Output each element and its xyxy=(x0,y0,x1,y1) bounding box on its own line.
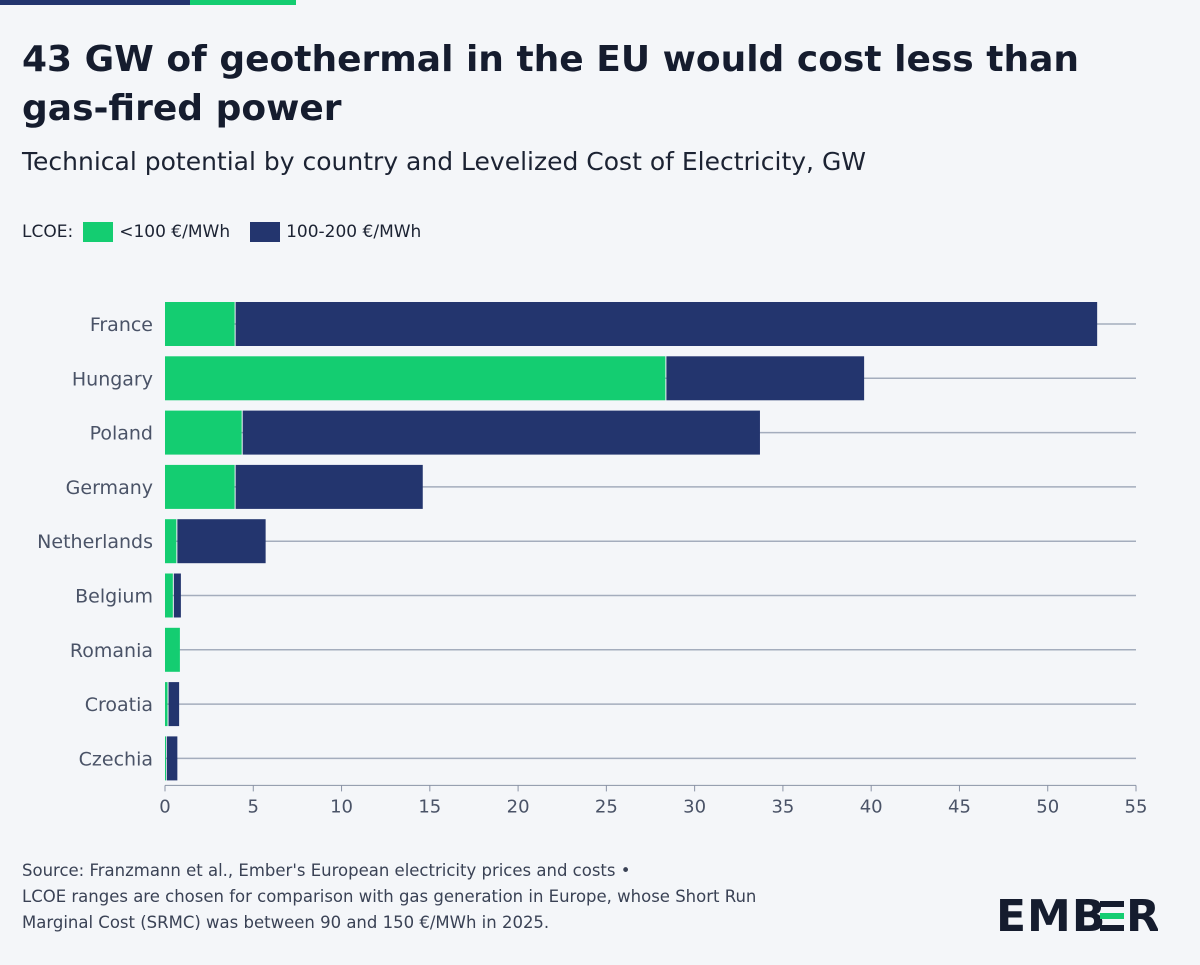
legend-swatch-low-cost xyxy=(83,222,114,242)
bar-segment-low-cost xyxy=(165,410,242,455)
footer-note-line2: Marginal Cost (SRMC) was between 90 and … xyxy=(22,913,550,932)
category-label: France xyxy=(90,314,153,336)
bar-segment-low-cost xyxy=(165,302,235,346)
category-label: Belgium xyxy=(75,586,153,608)
x-tick-label: 25 xyxy=(595,796,618,817)
svg-text:R: R xyxy=(1126,893,1158,937)
category-label: Croatia xyxy=(85,694,153,716)
bar-segment-low-cost xyxy=(165,627,180,672)
bar-segment-mid-cost xyxy=(168,682,180,727)
footer-source: Source: Franzmann et al., Ember's Europe… xyxy=(22,861,631,880)
ember-logo-mark: EMB R xyxy=(996,891,1160,942)
x-tick-label: 30 xyxy=(683,796,706,817)
legend-item-mid-cost: 100-200 €/MWh xyxy=(250,222,421,242)
legend-swatch-mid-cost xyxy=(250,222,281,242)
bar-segment-mid-cost xyxy=(177,519,266,564)
bar-segment-mid-cost xyxy=(166,736,178,781)
legend: LCOE: <100 €/MWh 100-200 €/MWh xyxy=(22,222,441,242)
footer-note-line1: LCOE ranges are chosen for comparison wi… xyxy=(22,887,757,906)
x-tick-label: 35 xyxy=(771,796,794,817)
x-tick-label: 55 xyxy=(1125,796,1148,817)
category-label: Germany xyxy=(66,477,153,499)
x-tick-label: 45 xyxy=(948,796,971,817)
bar-segment-mid-cost xyxy=(242,410,760,455)
bar-segment-low-cost xyxy=(165,519,177,564)
category-label: Hungary xyxy=(72,368,153,390)
x-tick-label: 50 xyxy=(1036,796,1059,817)
x-tick-label: 0 xyxy=(159,796,170,817)
x-tick-label: 10 xyxy=(330,796,353,817)
bar-segment-mid-cost xyxy=(235,302,1098,346)
bar-segment-low-cost xyxy=(165,736,166,781)
ember-logo: EMB R xyxy=(996,891,1160,947)
category-label: Poland xyxy=(90,423,153,445)
category-label: Czechia xyxy=(79,748,153,770)
bar-chart: France Hungary Poland Germany Netherlands Bel… xyxy=(37,302,1148,817)
top-accent-bar-dark xyxy=(0,0,190,5)
x-tick-label: 15 xyxy=(418,796,441,817)
svg-text:EMB: EMB xyxy=(996,893,1106,937)
bar-segment-low-cost xyxy=(165,464,235,509)
bar-segment-mid-cost xyxy=(666,356,865,401)
legend-label-mid-cost: 100-200 €/MWh xyxy=(286,222,422,242)
bar-segment-mid-cost xyxy=(173,573,181,618)
legend-item-low-cost: <100 €/MWh xyxy=(83,222,230,242)
category-label: Romania xyxy=(70,640,153,662)
chart-title: 43 GW of geothermal in the EU would cost… xyxy=(22,39,1080,129)
bar-segment-mid-cost xyxy=(235,464,423,509)
bar-segment-low-cost xyxy=(165,356,666,401)
x-tick-label: 40 xyxy=(860,796,883,817)
x-tick-label: 5 xyxy=(248,796,259,817)
bar-segment-low-cost xyxy=(165,573,173,618)
legend-label-low-cost: <100 €/MWh xyxy=(119,222,231,242)
x-tick-label: 20 xyxy=(507,796,530,817)
bar-segment-low-cost xyxy=(165,682,168,727)
top-accent-bar-green xyxy=(190,0,296,5)
chart-footer: Source: Franzmann et al., Ember's Europe… xyxy=(22,858,922,936)
category-label: Netherlands xyxy=(37,531,153,553)
legend-title: LCOE: xyxy=(22,222,74,242)
chart-subtitle: Technical potential by country and Level… xyxy=(22,147,867,176)
